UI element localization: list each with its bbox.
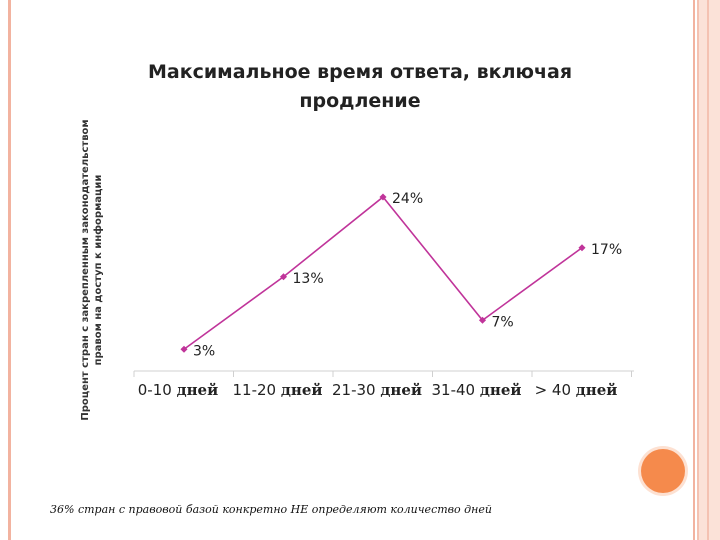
series-line [183, 195, 583, 350]
series-line-group [180, 193, 586, 353]
chart-title: Максимальное время ответа, включая продл… [147, 61, 573, 112]
slide-frame-right-band [697, 0, 720, 540]
slide-frame-right-line [693, 0, 695, 540]
category-labels-group: 0-10 дней 11-20 дней 21-30 дней 31-40 дней >… [138, 381, 618, 399]
data-point [180, 345, 188, 353]
data-point [478, 316, 487, 324]
category-label: 31-40 дней [431, 381, 521, 399]
data-label: 24% [392, 191, 423, 207]
data-point [279, 273, 288, 281]
data-label: 17% [591, 242, 622, 258]
x-axis [133, 370, 634, 377]
category-label: 0-10 дней [138, 381, 218, 399]
data-point [578, 244, 586, 252]
data-point [379, 193, 387, 201]
decorative-circle [641, 449, 685, 493]
slide-frame-left [8, 0, 11, 540]
category-label: 11-20 дней [232, 381, 322, 399]
category-label: 21-30 дней [332, 381, 422, 399]
data-label: 7% [492, 314, 514, 330]
footnote: 36% стран с правовой базой конкретно НЕ … [50, 503, 492, 516]
category-label: > 40 дней [535, 381, 618, 399]
data-label: 3% [193, 343, 215, 359]
data-label: 13% [293, 271, 324, 287]
data-labels-group: 3% 13% 24% 7% 17% [193, 191, 622, 359]
